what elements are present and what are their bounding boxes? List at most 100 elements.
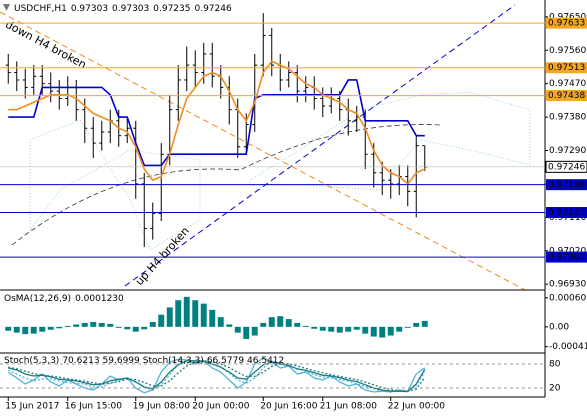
histogram-bar bbox=[370, 326, 377, 337]
level-label: 0.97003 bbox=[548, 253, 585, 263]
price-label: 0.97246 bbox=[548, 162, 585, 172]
histogram-bar bbox=[396, 326, 403, 332]
histogram-bar bbox=[328, 326, 335, 332]
histogram-bar bbox=[13, 326, 20, 333]
cloud bbox=[29, 119, 201, 251]
y-tick-label: 0.97470 bbox=[549, 79, 586, 89]
indicator-value: 66.5779 bbox=[207, 356, 244, 366]
histogram-bar bbox=[387, 326, 394, 336]
histogram-bar bbox=[260, 322, 267, 327]
level-label: 0.97633 bbox=[548, 19, 585, 29]
level-label: 0.97123 bbox=[548, 208, 585, 218]
indicator-line bbox=[8, 79, 425, 167]
histogram-bar bbox=[319, 326, 326, 331]
level-label-box bbox=[546, 251, 587, 263]
last-open: 0.97303 bbox=[71, 4, 108, 14]
histogram-bar bbox=[149, 322, 156, 327]
level-label-box bbox=[546, 62, 587, 74]
y-tick-label: 20 bbox=[549, 384, 561, 394]
trend-curve bbox=[11, 124, 441, 246]
y-tick-label: -0.00041 bbox=[549, 342, 587, 352]
level-label-box bbox=[546, 17, 587, 29]
histogram-bar bbox=[285, 319, 292, 327]
menu-icon bbox=[3, 4, 10, 11]
histogram-bar bbox=[302, 325, 309, 327]
x-tick-label: 16 Jun 15:00 bbox=[65, 402, 122, 412]
histogram-bar bbox=[209, 309, 216, 327]
indicator-name: Stoch(5,3,3) bbox=[4, 356, 59, 366]
down-trendline bbox=[0, 11, 526, 291]
histogram-bar bbox=[200, 303, 207, 327]
level-label-box bbox=[546, 207, 587, 219]
histogram-bar bbox=[90, 322, 97, 327]
stoch-title: Stoch(5,3,3) 70.6213 59.6999 Stoch(14,3,3) 6… bbox=[4, 356, 284, 366]
histogram-bar bbox=[115, 326, 122, 328]
histogram-bar bbox=[404, 326, 411, 328]
histogram-bar bbox=[158, 314, 165, 327]
indicator-name: OsMA(12,26,9) bbox=[4, 294, 71, 304]
oscillator-line bbox=[8, 360, 426, 393]
x-tick-label: 15 Jun 2017 bbox=[5, 402, 59, 412]
histogram-bar bbox=[183, 296, 190, 327]
level-label: 0.97513 bbox=[548, 63, 585, 73]
up-trendline bbox=[124, 4, 516, 287]
y-tick-label: 0.97290 bbox=[549, 146, 586, 156]
x-tick-label: 22 Jun 00:00 bbox=[388, 402, 445, 412]
histogram-bar bbox=[311, 326, 318, 329]
y-tick-label: 80 bbox=[549, 360, 561, 370]
x-tick-label: 19 Jun 08:00 bbox=[133, 402, 190, 412]
histogram-bar bbox=[362, 326, 369, 334]
indicator-name: Stoch(14,3,3) bbox=[143, 356, 204, 366]
indicator-line bbox=[8, 60, 426, 186]
histogram-bar bbox=[166, 307, 173, 327]
histogram-bar bbox=[175, 300, 182, 327]
histogram-bar bbox=[294, 322, 301, 327]
histogram-bar bbox=[353, 326, 360, 330]
y-tick-label: 0.97380 bbox=[549, 113, 586, 123]
histogram-bar bbox=[141, 326, 148, 330]
histogram-bar bbox=[379, 326, 386, 338]
x-tick-label: 20 Jun 00:00 bbox=[192, 402, 249, 412]
histogram-bar bbox=[81, 322, 88, 327]
histogram-bar bbox=[124, 326, 131, 330]
y-tick-label: 0.00060 bbox=[549, 293, 586, 303]
histogram-bar bbox=[47, 326, 54, 330]
histogram-bar bbox=[64, 325, 71, 327]
indicator-value: 46.5412 bbox=[247, 356, 284, 366]
chart-title: USDCHF,H1 0.97303 0.97303 0.97235 0.97246 bbox=[14, 4, 232, 14]
histogram-bar bbox=[268, 317, 275, 327]
histogram-bar bbox=[73, 324, 80, 327]
level-label-box bbox=[546, 90, 587, 102]
histogram-bar bbox=[251, 326, 258, 336]
y-tick-label: 0.97650 bbox=[549, 12, 586, 22]
last-close: 0.97246 bbox=[194, 4, 231, 14]
oscillator-line bbox=[7, 357, 426, 394]
indicator-value: 70.6213 bbox=[62, 356, 99, 366]
price-label-box bbox=[545, 160, 587, 173]
histogram-bar bbox=[5, 326, 12, 331]
histogram-bar bbox=[336, 326, 343, 333]
histogram-bar bbox=[132, 326, 139, 332]
level-label-box bbox=[546, 179, 587, 191]
histogram-bar bbox=[107, 323, 114, 327]
indicator-value: 59.6999 bbox=[103, 356, 140, 366]
histogram-bar bbox=[234, 326, 241, 333]
histogram-bar bbox=[413, 322, 420, 327]
histogram-bar bbox=[217, 317, 224, 327]
y-tick-label: 0.97020 bbox=[549, 246, 586, 256]
y-tick-label: 0.97560 bbox=[549, 46, 586, 56]
histogram-bar bbox=[277, 316, 284, 327]
last-high: 0.97303 bbox=[112, 4, 149, 14]
x-tick-label: 21 Jun 08:00 bbox=[320, 402, 377, 412]
histogram-bar bbox=[421, 320, 428, 327]
histogram-bar bbox=[56, 326, 63, 329]
x-tick-label: 20 Jun 16:00 bbox=[260, 402, 317, 412]
histogram-bar bbox=[30, 326, 37, 334]
histogram-bar bbox=[345, 326, 352, 332]
level-label: 0.97438 bbox=[548, 91, 585, 101]
histogram-bar bbox=[192, 300, 199, 327]
y-tick-label: 0.00 bbox=[549, 322, 569, 332]
histogram-bar bbox=[226, 324, 233, 327]
